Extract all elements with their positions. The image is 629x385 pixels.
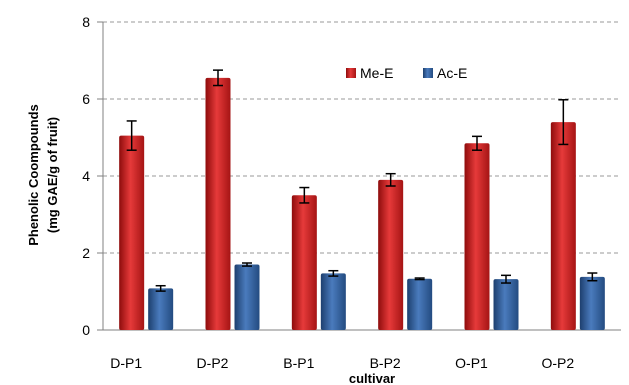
bar-ac-e-d-p2 [234, 264, 260, 330]
x-axis-title: cultivar [349, 371, 395, 385]
error-bar-ac-e-d-p2 [242, 262, 252, 267]
legend-swatch-me-e [346, 68, 356, 78]
error-bar-me-e-o-p2 [558, 99, 569, 146]
legend-label-me-e: Me-E [360, 65, 393, 81]
gridlines [103, 21, 621, 254]
error-bar-me-e-o-p1 [472, 135, 482, 151]
error-bar-ac-e-o-p1 [501, 274, 511, 284]
bar-ac-e-b-p2 [407, 278, 433, 330]
bar-me-e-d-p1 [119, 135, 145, 330]
legend-swatch-ac-e [423, 68, 433, 78]
y-tick-label: 8 [82, 14, 90, 30]
bars [119, 69, 605, 330]
bar-me-e-b-p2 [378, 179, 404, 330]
legend: Me-E Ac-E [346, 65, 467, 81]
error-bar-me-e-b-p1 [299, 186, 310, 204]
error-bar-ac-e-o-p2 [587, 272, 598, 282]
x-tick-label: O-P2 [541, 355, 574, 371]
x-tick-label: D-P1 [110, 355, 142, 371]
axes [97, 21, 621, 331]
bar-me-e-o-p2 [550, 122, 576, 330]
error-bar-me-e-b-p2 [385, 172, 396, 187]
legend-label-ac-e: Ac-E [437, 65, 467, 81]
y-tick-label: 0 [82, 322, 90, 338]
error-bar-me-e-d-p2 [213, 69, 223, 87]
error-bar-ac-e-b-p1 [328, 269, 339, 277]
x-tick-label: B-P1 [283, 355, 314, 371]
y-tick-label: 6 [82, 91, 90, 107]
y-axis-title-line2: (mg GAE/g of fruit) [45, 117, 60, 233]
y-tick-label: 2 [82, 245, 90, 261]
x-tick-label: B-P2 [370, 355, 401, 371]
error-bar-ac-e-b-p2 [414, 277, 425, 281]
bar-ac-e-o-p1 [493, 279, 519, 330]
y-tick-label: 4 [82, 168, 90, 184]
tick-labels: 0 2 4 6 8 D-P1 D-P2 B-P1 B-P2 O-P1 O-P2 [82, 14, 574, 371]
bar-ac-e-b-p1 [320, 273, 346, 330]
x-tick-label: O-P1 [455, 355, 488, 371]
error-bar-ac-e-d-p1 [155, 284, 166, 292]
error-bar-me-e-d-p1 [126, 120, 137, 151]
bar-ac-e-d-p1 [148, 288, 174, 330]
bar-me-e-b-p1 [291, 195, 317, 330]
bar-ac-e-o-p2 [579, 276, 605, 330]
bar-me-e-o-p1 [464, 143, 490, 330]
x-tick-label: D-P2 [197, 355, 229, 371]
bar-me-e-d-p2 [205, 77, 231, 330]
y-axis-title-line1: Phenolic Coompounds [26, 104, 41, 246]
